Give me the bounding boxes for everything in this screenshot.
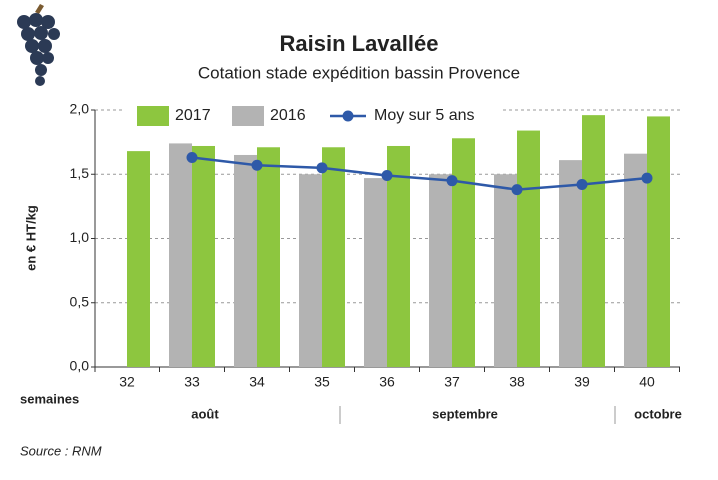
- legend-swatch: [342, 110, 354, 122]
- x-tick-label: 35: [314, 374, 330, 390]
- x-tick-label: 38: [509, 374, 525, 390]
- x-tick-label: 34: [249, 374, 265, 390]
- line-point: [446, 175, 458, 187]
- month-label: septembre: [432, 406, 498, 421]
- y-tick-label: 2,0: [70, 101, 90, 117]
- month-label: août: [191, 406, 219, 421]
- x-tick-label: 37: [444, 374, 460, 390]
- bar: [559, 160, 582, 367]
- line-point: [576, 179, 588, 191]
- x-tick-label: 33: [184, 374, 200, 390]
- bar: [257, 147, 280, 367]
- y-axis-label: en € HT/kg: [23, 205, 38, 271]
- bar: [192, 145, 215, 367]
- bar: [387, 145, 410, 367]
- legend-label: 2016: [270, 107, 306, 124]
- bar: [364, 178, 387, 367]
- line-point: [641, 172, 653, 184]
- x-tick-label: 32: [119, 374, 135, 390]
- line-point: [381, 170, 393, 182]
- bar: [429, 174, 452, 367]
- legend-label: 2017: [175, 107, 211, 124]
- line-point: [251, 159, 263, 171]
- x-tick-label: 36: [379, 374, 395, 390]
- bar: [582, 115, 605, 367]
- y-tick-label: 0,0: [70, 358, 90, 374]
- x-tick-label: 40: [639, 374, 655, 390]
- legend-box: [123, 100, 503, 130]
- y-tick-label: 0,5: [70, 293, 90, 309]
- chart-subtitle: Cotation stade expédition bassin Provenc…: [198, 63, 520, 82]
- legend-swatch: [137, 106, 169, 126]
- month-label: octobre: [634, 406, 682, 421]
- bar: [299, 174, 322, 367]
- bar: [647, 116, 670, 367]
- bar: [452, 138, 475, 367]
- y-tick-label: 1,5: [70, 165, 90, 181]
- source: Source : RNM: [20, 443, 102, 458]
- bar: [127, 151, 150, 367]
- bar: [322, 147, 345, 367]
- x-tick-label: 39: [574, 374, 590, 390]
- bar: [517, 130, 540, 367]
- chart-title: Raisin Lavallée: [280, 31, 439, 56]
- bar: [624, 153, 647, 367]
- y-tick-label: 1,0: [70, 229, 90, 245]
- line: [191, 156, 648, 191]
- grape-icon: [17, 4, 60, 86]
- legend-swatch: [232, 106, 264, 126]
- line-point: [316, 162, 328, 174]
- bar: [494, 174, 517, 367]
- line-point: [511, 184, 523, 196]
- bar: [234, 154, 257, 367]
- legend-label: Moy sur 5 ans: [374, 107, 474, 124]
- bar: [169, 143, 192, 367]
- x-axis-label: semaines: [20, 391, 79, 406]
- line-point: [186, 152, 198, 164]
